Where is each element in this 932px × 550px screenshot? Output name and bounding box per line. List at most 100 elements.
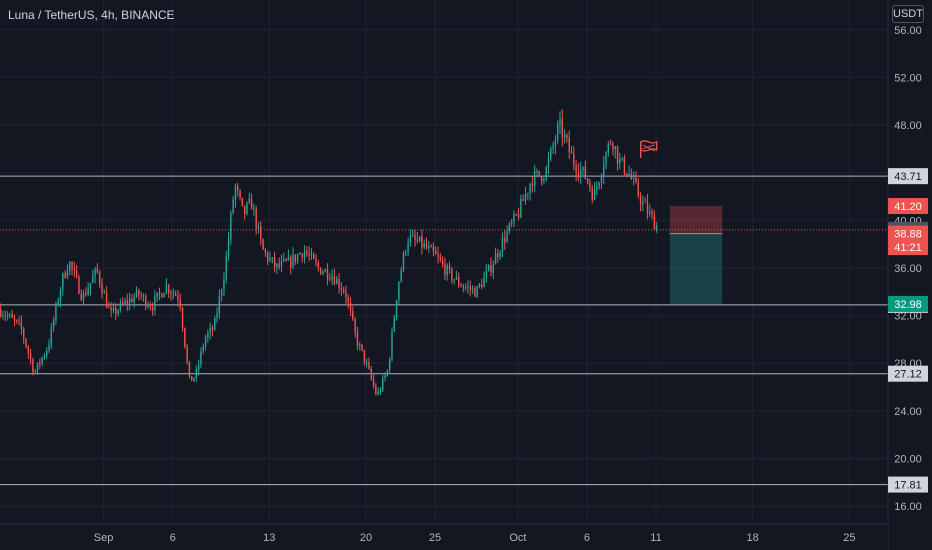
candle [168, 283, 170, 298]
candle [154, 290, 156, 315]
level-price-label: 17.81 [894, 480, 922, 492]
candle [451, 267, 453, 284]
time-axis[interactable]: Sep 6 13 20 25 Oct 6 11 18 25 [0, 523, 888, 550]
candle [561, 108, 564, 147]
candle [135, 286, 138, 299]
candle [209, 322, 211, 340]
candle [508, 222, 511, 235]
candle [278, 257, 280, 270]
candle [338, 273, 340, 294]
price-tick-label: 56.00 [894, 25, 922, 37]
candle [144, 293, 147, 311]
candle [510, 218, 513, 228]
candle [333, 268, 336, 286]
candle [453, 278, 455, 285]
candle [71, 260, 73, 276]
candle [538, 170, 541, 178]
candle [527, 192, 529, 200]
price-tag-label: 32.98 [894, 299, 922, 311]
candle [467, 280, 469, 294]
candle [649, 204, 651, 217]
candle [435, 246, 437, 255]
candle [626, 173, 628, 177]
symbol-title: Luna / TetherUS, 4h, BINANCE [8, 8, 175, 22]
candle [29, 348, 32, 365]
candle [370, 366, 372, 381]
flag-icon [639, 140, 658, 158]
candle [126, 293, 128, 311]
candle [582, 166, 584, 177]
candle [520, 194, 522, 219]
candle [444, 257, 446, 281]
candle [128, 292, 131, 311]
candle [352, 306, 354, 322]
candle [301, 252, 303, 263]
price-axis[interactable]: 16.0020.0024.0028.0032.0036.0040.0044.00… [887, 0, 932, 550]
candle [115, 302, 117, 321]
candle [264, 247, 267, 257]
candlestick-series [0, 108, 658, 396]
price-tick-label: 16.00 [894, 501, 922, 513]
candle [531, 175, 534, 193]
candle [402, 250, 405, 273]
candle [533, 164, 536, 193]
candle [363, 349, 366, 366]
level-price-label: 43.71 [894, 171, 922, 183]
candle [400, 266, 402, 283]
candle [32, 357, 34, 376]
candle [22, 326, 25, 345]
candle [9, 312, 11, 319]
candle [96, 263, 99, 274]
candle [342, 286, 345, 295]
candle [218, 289, 221, 319]
candle [319, 267, 322, 275]
candle [388, 357, 391, 374]
candle [513, 210, 515, 227]
candle [540, 175, 543, 186]
candle [529, 182, 531, 201]
candle [276, 262, 278, 275]
time-tick-label: Sep [94, 532, 114, 544]
candle [506, 225, 508, 244]
candle [133, 292, 135, 308]
candle [191, 376, 193, 381]
time-tick-label: Oct [509, 532, 526, 544]
candle [439, 252, 442, 263]
candle [250, 193, 253, 210]
candle [223, 272, 225, 297]
currency-button[interactable]: USDT [892, 5, 924, 23]
candle [117, 308, 119, 317]
short-position-tool[interactable] [669, 206, 723, 304]
candle [73, 261, 76, 278]
candle [16, 319, 18, 324]
candle [296, 253, 299, 265]
price-tick-label: 24.00 [894, 406, 922, 418]
candle [584, 160, 587, 180]
candle [69, 260, 71, 276]
candle [269, 251, 271, 263]
candle [490, 257, 492, 277]
candle [501, 232, 504, 258]
candle [614, 145, 616, 159]
candle [504, 230, 506, 250]
price-tag [888, 239, 928, 256]
candle [577, 163, 580, 182]
candle [294, 254, 297, 266]
candle [50, 322, 53, 350]
candle [193, 377, 195, 383]
candle [101, 278, 103, 299]
candle [593, 182, 596, 201]
candle [448, 261, 451, 274]
candle [75, 265, 78, 279]
candle [547, 151, 550, 175]
candle [20, 315, 23, 335]
candle [621, 157, 623, 162]
candle [340, 281, 343, 296]
candle [151, 302, 154, 316]
candle [336, 275, 338, 285]
candle [266, 250, 269, 266]
candle [559, 111, 561, 134]
price-tick-label: 32.00 [894, 311, 922, 323]
candle [497, 248, 499, 263]
